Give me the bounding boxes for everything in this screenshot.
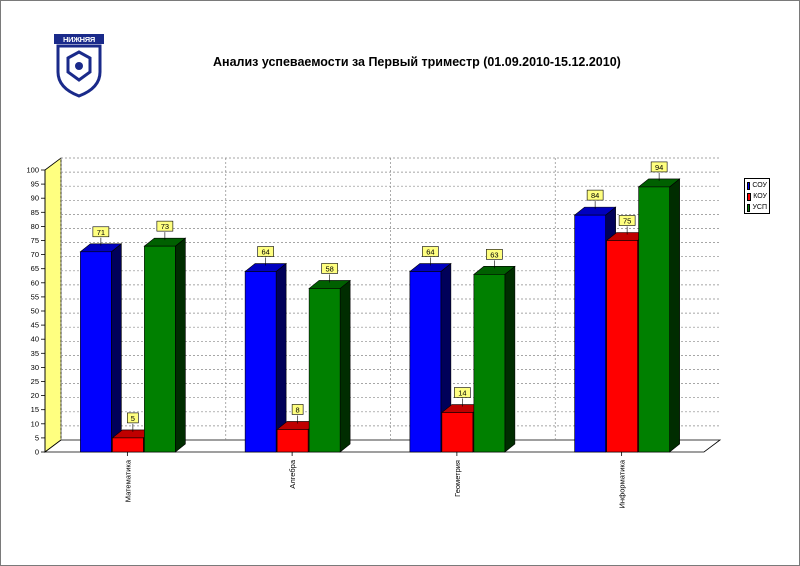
chart-title: Анализ успеваемости за Первый триместр (… (213, 55, 621, 69)
data-label-box (454, 387, 471, 398)
data-label-box (257, 246, 274, 257)
data-label: 94 (655, 163, 663, 172)
y-tick-label: 60 (31, 278, 39, 287)
legend-label: КОУ (753, 193, 767, 200)
x-tick-label: Информатика (618, 459, 627, 508)
school-emblem-icon: НИЖНЯЯ (50, 32, 108, 98)
data-label-box (127, 412, 139, 424)
legend-swatch (747, 203, 751, 212)
bar (308, 288, 341, 453)
legend-item-sou: СОУ (747, 180, 767, 191)
data-label: 64 (426, 248, 434, 257)
bar (244, 271, 277, 453)
y-tick-label: 70 (31, 250, 39, 259)
bar (638, 186, 670, 453)
data-label-box (156, 220, 174, 232)
y-tick-label: 95 (31, 180, 39, 189)
y-tick-label: 25 (31, 377, 39, 386)
y-tick-label: 20 (31, 391, 39, 400)
left-wall (44, 157, 62, 453)
data-label-box (486, 249, 503, 260)
y-tick-label: 65 (31, 264, 39, 273)
data-label: 5 (131, 414, 135, 423)
y-tick-label: 55 (31, 292, 39, 301)
bar-side (504, 265, 516, 453)
bar (441, 412, 474, 453)
data-label: 63 (490, 250, 498, 259)
data-label: 8 (296, 405, 300, 414)
y-tick-label: 75 (31, 236, 39, 245)
y-tick-label: 35 (31, 349, 39, 358)
y-tick-label: 10 (31, 419, 39, 428)
data-label-box (321, 263, 338, 274)
data-label-box (618, 215, 636, 226)
data-label: 84 (591, 191, 599, 200)
y-tick-label: 5 (35, 433, 39, 442)
y-tick-label: 40 (31, 335, 39, 344)
bar-side (111, 243, 122, 453)
bar (276, 429, 309, 453)
y-tick-label: 30 (31, 363, 39, 372)
legend-label: СОУ (752, 182, 767, 189)
bar (473, 274, 506, 453)
y-tick-label: 50 (31, 307, 39, 316)
bar (606, 240, 638, 453)
y-tick-label: 85 (31, 208, 39, 217)
bar (144, 245, 176, 453)
y-tick-label: 80 (31, 222, 39, 231)
legend-swatch (747, 192, 752, 201)
svg-text:НИЖНЯЯ: НИЖНЯЯ (63, 35, 95, 44)
legend-item-kou: КОУ (747, 191, 767, 202)
bar (409, 271, 442, 453)
legend-label: УСП (752, 204, 767, 211)
bar-side (339, 279, 351, 453)
y-tick-label: 45 (31, 321, 39, 330)
y-tick-label: 15 (31, 405, 39, 414)
bar (112, 437, 144, 453)
data-label: 58 (325, 264, 333, 273)
y-tick-label: 90 (31, 194, 39, 203)
data-label-box (422, 246, 439, 257)
data-label: 73 (161, 222, 169, 231)
x-tick-label: Алгебра (288, 459, 297, 489)
data-label: 75 (623, 217, 631, 226)
data-label: 64 (261, 248, 269, 257)
data-label-box (92, 226, 110, 238)
data-label: 14 (458, 389, 466, 398)
y-tick-label: 100 (26, 166, 39, 175)
data-label-box (291, 404, 304, 415)
y-tick-label: 0 (35, 448, 39, 457)
bar-side (175, 237, 186, 453)
legend-item-usp: УСП (747, 202, 767, 213)
chart-legend: СОУ КОУ УСП (744, 178, 770, 214)
data-label-box (650, 161, 668, 173)
bar (80, 251, 112, 453)
data-label-box (586, 189, 604, 201)
bar-side (669, 178, 680, 453)
x-tick-label: Математика (123, 459, 132, 502)
bar (574, 214, 606, 453)
legend-swatch (747, 181, 751, 190)
data-label: 71 (97, 228, 105, 237)
x-tick-label: Геометрия (453, 460, 462, 497)
